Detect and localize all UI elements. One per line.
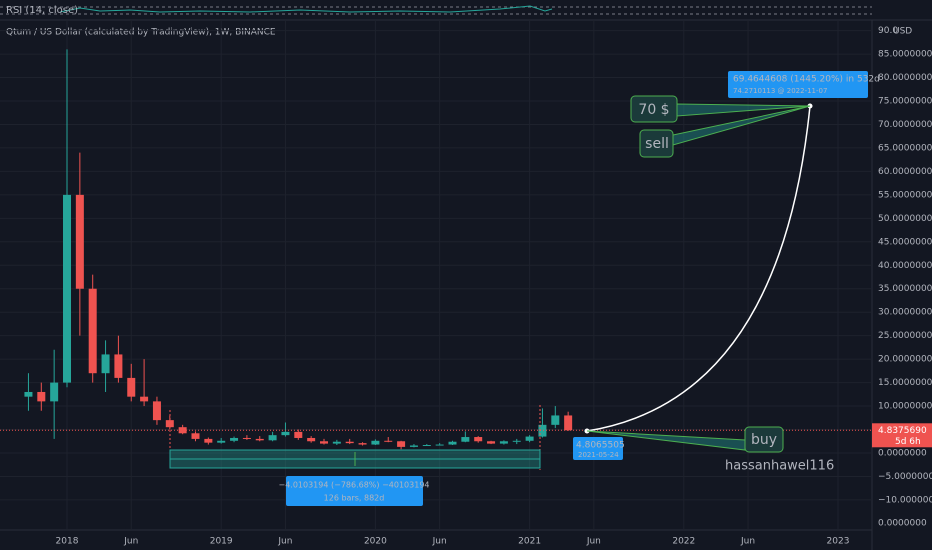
candle-body — [409, 445, 418, 447]
price-text: 2021-05-24 — [578, 451, 619, 459]
callout-text: 70 $ — [638, 102, 669, 118]
x-tick-label: Jun — [277, 537, 292, 547]
x-tick-label: Jun — [740, 537, 755, 547]
candle-body — [487, 441, 496, 444]
measure-text: 69.4644608 (1445.20%) in 532d — [733, 75, 880, 85]
candle-body — [307, 437, 316, 442]
y-tick-label: 80.0000000 — [878, 73, 932, 83]
candle-body — [564, 415, 573, 431]
candle-body — [24, 391, 33, 397]
y-tick-label: −5.0000000 — [878, 472, 932, 482]
candle-body — [538, 424, 547, 437]
x-tick-label: 2020 — [364, 537, 387, 547]
candle-body — [551, 415, 560, 425]
x-tick-label: 2022 — [672, 537, 695, 547]
y-tick-label: 45.0000000 — [878, 237, 932, 247]
candle-body — [140, 396, 149, 402]
price-box — [573, 437, 623, 460]
y-tick-label: 90.0 — [878, 26, 898, 36]
y-tick-label: 15.0000000 — [878, 378, 932, 388]
y-tick-label: 40.0000000 — [878, 261, 932, 271]
candle-body — [152, 401, 161, 421]
y-tick-label: 25.0000000 — [878, 331, 932, 341]
candle-body — [37, 391, 46, 402]
callout-text: buy — [751, 432, 777, 448]
callout-box — [630, 95, 678, 123]
candle-body — [88, 288, 97, 374]
measure-box — [286, 476, 423, 506]
candle-body — [371, 440, 380, 445]
candle-body — [448, 441, 457, 445]
y-tick-label: 10.0000000 — [878, 402, 932, 412]
rsi-line — [59, 5, 553, 13]
measure-text: −4.0103194 (−786.68%) −40103194 — [278, 481, 429, 490]
candle-body — [281, 431, 290, 436]
callout-box — [744, 426, 784, 453]
y-tick-label: 35.0000000 — [878, 284, 932, 294]
candle-body — [474, 437, 483, 442]
y-tick-label: −10.0000000 — [878, 495, 932, 505]
y-tick-label: 20.0000000 — [878, 355, 932, 365]
x-tick-label: 2023 — [827, 537, 850, 547]
candle-body — [114, 354, 123, 378]
candle-body — [384, 440, 393, 442]
currency: USD — [893, 27, 912, 37]
y-tick-label: 85.0000000 — [878, 50, 932, 60]
candle-body — [230, 437, 239, 441]
candle-body — [499, 441, 508, 444]
y-tick-label: 0.0000000 — [878, 448, 927, 458]
measure-text: 126 bars, 882d — [324, 494, 385, 503]
y-tick-label: 55.0000000 — [878, 190, 932, 200]
y-tick-label: 60.0000000 — [878, 167, 932, 177]
y-tick-label: 70.0000000 — [878, 120, 932, 130]
candle-body — [422, 445, 431, 447]
y-tick-label: 75.0000000 — [878, 97, 932, 107]
candle-body — [204, 438, 213, 443]
candle-body — [397, 441, 406, 447]
x-tick-label: Jun — [432, 537, 447, 547]
price-tag-text: 4.8375690 — [878, 426, 927, 436]
candle-body — [320, 441, 328, 444]
candle-body — [358, 443, 367, 445]
candle-body — [217, 440, 226, 443]
measure-box — [728, 71, 868, 98]
candle-body — [50, 382, 59, 402]
price-text: 4.8065505 — [576, 441, 625, 451]
candle-body — [332, 441, 341, 444]
candle-body — [435, 444, 444, 446]
candle-body — [255, 438, 264, 441]
candle-body — [512, 440, 521, 442]
indicator-label: RSI (14, close) — [6, 5, 78, 16]
candle-body — [191, 433, 200, 439]
price-tag — [872, 423, 932, 448]
candle-body — [461, 437, 470, 442]
projection-arc — [586, 105, 811, 432]
candle-body — [294, 431, 303, 438]
x-tick-label: 2019 — [210, 537, 233, 547]
x-tick-label: Jun — [123, 537, 138, 547]
candle-body — [242, 437, 251, 439]
author: hassanhawel116 — [725, 459, 834, 474]
x-tick-label: 2018 — [56, 537, 79, 547]
candle-body — [525, 436, 534, 441]
candle-body — [63, 194, 71, 383]
candle-body — [178, 427, 187, 434]
y-tick-label: 50.0000000 — [878, 214, 932, 224]
chart-title: Qtum / US Dollar (calculated by TradingV… — [6, 28, 276, 38]
candle-body — [268, 435, 277, 441]
y-tick-label: 65.0000000 — [878, 143, 932, 153]
candle-body — [75, 194, 84, 289]
bottom-scale-label: 0.0000000 — [878, 519, 927, 529]
candle-body — [101, 354, 110, 374]
x-tick-label: 2021 — [518, 537, 541, 547]
candle-body — [127, 377, 136, 397]
x-tick-label: Jun — [586, 537, 601, 547]
callout-text: sell — [645, 136, 669, 152]
countdown: 5d 6h — [895, 437, 921, 447]
callout-box — [639, 129, 674, 158]
measure-text: 74.2710113 @ 2022-11-07 — [733, 87, 827, 95]
y-tick-label: 30.0000000 — [878, 308, 932, 318]
candle-body — [345, 441, 354, 444]
